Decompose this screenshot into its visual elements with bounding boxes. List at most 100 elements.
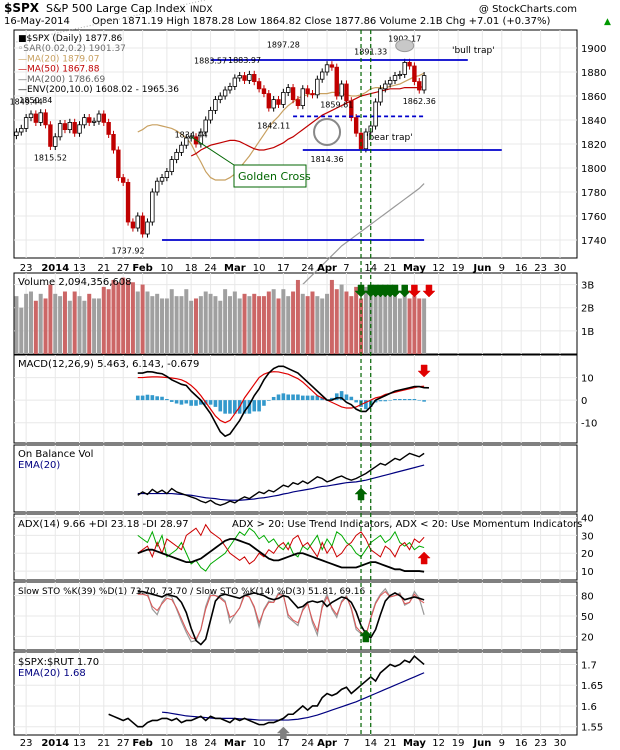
price-label: 1862.36 — [403, 97, 436, 106]
price-label: 1850.84 — [19, 96, 52, 105]
x-tick-label: 21 — [97, 263, 110, 274]
x-tick-label-bottom: 16 — [515, 738, 528, 749]
price-label: 1859.61 — [320, 100, 353, 109]
signal-arrow-down — [417, 364, 431, 378]
volume-bar — [96, 298, 101, 354]
candle-body — [378, 88, 383, 103]
macd-histogram-bar — [330, 397, 334, 401]
candle-body — [232, 77, 238, 87]
candle-body — [358, 132, 364, 150]
volume-bar — [218, 300, 223, 354]
panel-frame-rut — [13, 651, 578, 736]
macd-histogram-bar — [247, 400, 252, 414]
panel-frame-obv — [13, 444, 578, 513]
candle-body — [77, 124, 82, 134]
candle-body — [19, 127, 24, 133]
y-tick-label: 1820 — [581, 140, 606, 151]
price-panel: 1740 1760 1780 1800 1820 1840 1860 1880 1900 1849… — [10, 0, 606, 285]
y-tick-label: 1760 — [581, 212, 606, 223]
y-tick-label: 10 — [581, 567, 594, 578]
macd-histogram-bar — [223, 400, 227, 414]
bull-trap-label: 'bull trap' — [452, 46, 495, 56]
price-label: 1849.44 — [10, 98, 43, 107]
macd-histogram-bar — [354, 400, 358, 403]
y-tick-label: 2B — [581, 304, 594, 315]
y-tick-label: 80 — [581, 592, 594, 603]
x-tick-label: 18 — [185, 263, 198, 274]
macd-histogram-bar — [393, 399, 397, 401]
volume-bar — [422, 298, 427, 354]
y-tick-label: 1.55 — [581, 723, 603, 734]
volume-bar — [291, 291, 296, 354]
candle-body — [315, 78, 320, 96]
volume-bar — [412, 296, 417, 354]
candle-body — [135, 215, 140, 229]
y-tick-label: 30 — [581, 531, 594, 542]
volume-bar — [111, 279, 116, 354]
macd-histogram-bar — [383, 400, 388, 402]
candle-body — [43, 112, 48, 126]
candle-body — [402, 62, 407, 75]
macd-histogram-bar — [281, 393, 286, 401]
legend-entry: —ENV(200,10.0) 1608.02 - 1965.36 — [18, 85, 179, 95]
volume-bar — [106, 289, 111, 354]
macd-histogram-bar — [242, 400, 247, 414]
candle-body — [62, 123, 68, 130]
macd-histogram-bar — [155, 396, 159, 401]
main-legend: ■$SPX (Daily) 1877.86◦SAR(0.02,0.2) 1901… — [18, 34, 179, 95]
x-tick-label: 13 — [73, 263, 86, 274]
x-tick-label: 12 — [432, 263, 445, 274]
obv-title: On Balance Vol — [18, 449, 93, 460]
x-tick-label: 23 — [534, 263, 547, 274]
candle-body — [121, 177, 126, 183]
y-tick-label: 1840 — [581, 116, 606, 127]
volume-bar — [155, 293, 160, 354]
candle-body — [295, 99, 301, 106]
x-tick-label: 24 — [301, 263, 314, 274]
macd-histogram-bar — [160, 396, 164, 401]
signal-arrow-down — [388, 284, 402, 298]
y-tick-label: 1740 — [581, 236, 606, 247]
macd-histogram-bar — [252, 400, 257, 412]
price-label: 1883.57 — [194, 57, 227, 66]
x-tick-label: 23 — [20, 263, 33, 274]
candle-body — [28, 113, 34, 118]
candle-body — [334, 66, 339, 97]
volume-bar — [58, 296, 63, 354]
macd-histogram-bar — [194, 400, 198, 406]
price-label: 1883.97 — [228, 56, 261, 65]
candle-body — [276, 99, 281, 105]
macd-histogram-bar — [262, 400, 266, 406]
panel-frame-macd — [13, 354, 578, 444]
candle-body — [349, 100, 354, 119]
x-tick-label: 2014 — [41, 263, 69, 274]
y-tick-label: 1.65 — [581, 681, 603, 692]
x-tick-label: 14 — [364, 263, 377, 274]
volume-bar — [368, 289, 373, 354]
candle-body — [339, 83, 344, 97]
candle-body — [116, 149, 121, 179]
volume-bar — [164, 298, 169, 354]
x-tick-label-bottom: 10 — [161, 738, 174, 749]
x-tick-label-bottom: 21 — [97, 738, 110, 749]
y-tick-label: 10 — [581, 374, 594, 385]
candle-body — [373, 101, 378, 127]
bull-trap-marker — [395, 39, 415, 53]
macd-signal-line — [137, 371, 425, 424]
volume-bar — [62, 291, 67, 354]
volume-bar — [135, 291, 140, 354]
candle-body — [208, 110, 213, 121]
candle-body — [407, 62, 412, 67]
macd-histogram-bar — [291, 394, 295, 401]
y-tick-label: 0 — [581, 396, 587, 407]
golden-cross-box — [233, 164, 307, 188]
macd-histogram-bar — [349, 396, 354, 401]
candle-body — [397, 74, 403, 77]
candle-body — [213, 99, 218, 111]
macd-histogram-bar — [407, 399, 412, 401]
candle-body — [150, 191, 155, 223]
obv-line — [137, 452, 425, 507]
volume-bar — [237, 298, 242, 354]
x-tick-label: Jun — [472, 263, 491, 274]
